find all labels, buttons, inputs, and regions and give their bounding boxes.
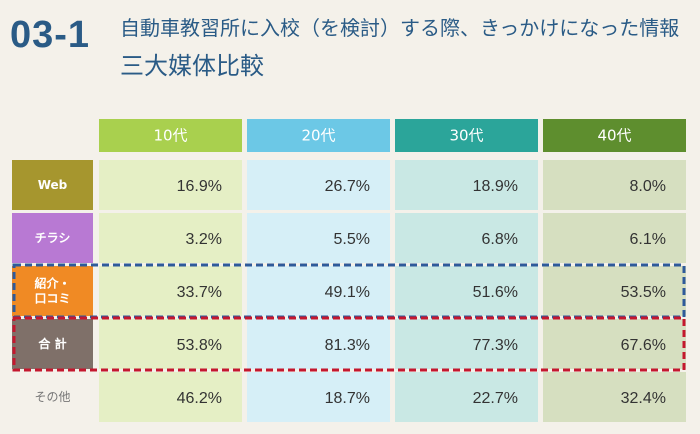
row-label: 紹介・ <box>34 276 70 291</box>
highlight-frame <box>12 316 686 372</box>
row-label: 合 計 <box>38 336 66 351</box>
data-value: 53.5% <box>621 284 666 301</box>
row-label: Web <box>38 178 68 192</box>
row-label: その他 <box>34 390 70 404</box>
data-cell <box>247 160 390 210</box>
data-cell <box>99 266 242 316</box>
data-value: 3.2% <box>186 231 222 248</box>
data-value: 26.7% <box>325 178 370 195</box>
page-subtitle: 三大媒体比較 <box>120 52 264 80</box>
data-value: 18.9% <box>473 178 518 195</box>
data-cell <box>247 319 390 369</box>
data-value: 32.4% <box>621 390 666 407</box>
row-label: 口コミ <box>34 292 70 306</box>
data-cell <box>543 213 686 263</box>
row-label-bg <box>12 266 93 316</box>
data-value: 18.7% <box>325 390 370 407</box>
data-cell <box>395 319 538 369</box>
data-value: 49.1% <box>325 284 370 301</box>
data-value: 81.3% <box>325 337 370 354</box>
data-value: 6.8% <box>482 231 518 248</box>
data-cell <box>247 266 390 316</box>
row-label-bg <box>12 213 93 263</box>
data-value: 46.2% <box>177 390 222 407</box>
row-label-bg <box>12 319 93 369</box>
data-value: 67.6% <box>621 337 666 354</box>
data-cell <box>543 372 686 422</box>
data-cell <box>99 319 242 369</box>
row-label: チラシ <box>35 231 71 245</box>
column-header-label: 10代 <box>153 127 187 145</box>
data-cell <box>395 213 538 263</box>
data-cell <box>99 213 242 263</box>
column-header-bg <box>99 119 242 152</box>
data-cell <box>395 266 538 316</box>
section-number: 03-1 <box>10 14 91 56</box>
data-value: 6.1% <box>630 231 666 248</box>
data-value: 16.9% <box>177 178 222 195</box>
data-value: 33.7% <box>177 284 222 301</box>
column-header-bg <box>247 119 390 152</box>
column-header-label: 30代 <box>449 127 483 145</box>
data-cell <box>395 160 538 210</box>
data-cell <box>543 160 686 210</box>
page-title: 自動車教習所に入校（を検討）する際、きっかけになった情報 <box>120 16 680 40</box>
data-cell <box>99 372 242 422</box>
data-cell <box>395 372 538 422</box>
data-cell <box>543 266 686 316</box>
data-value: 77.3% <box>473 337 518 354</box>
data-value: 8.0% <box>630 178 666 195</box>
data-cell <box>247 213 390 263</box>
column-header-label: 40代 <box>597 127 631 145</box>
data-value: 53.8% <box>177 337 222 354</box>
data-cell <box>247 372 390 422</box>
data-value: 5.5% <box>334 231 370 248</box>
data-value: 51.6% <box>473 284 518 301</box>
data-value: 22.7% <box>473 390 518 407</box>
row-label-bg <box>12 160 93 210</box>
column-header-bg <box>395 119 538 152</box>
column-header-bg <box>543 119 686 152</box>
column-header-label: 20代 <box>301 127 335 145</box>
row-label-bg <box>12 372 93 422</box>
data-cell <box>99 160 242 210</box>
data-cell <box>543 319 686 369</box>
